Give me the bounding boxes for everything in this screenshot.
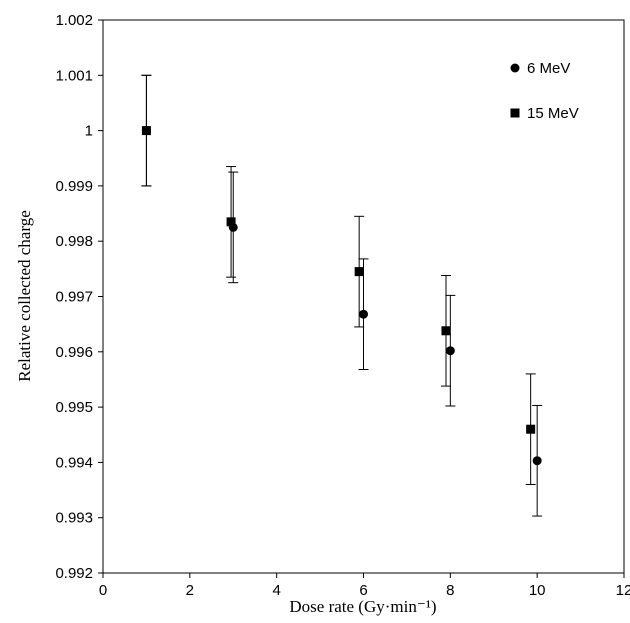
data-point-circle [445, 346, 455, 356]
x-tick-label: 10 [529, 582, 546, 599]
data-point-square [226, 217, 236, 227]
data-point-circle [532, 456, 542, 466]
x-tick-label: 4 [272, 582, 280, 599]
data-marks [141, 74, 543, 517]
y-tick-label: 0.994 [55, 454, 93, 471]
legend-label: 15 MeV [527, 105, 579, 122]
x-tick-label: 0 [99, 582, 107, 599]
x-tick-label: 8 [446, 582, 454, 599]
y-tick-label: 1.001 [55, 67, 93, 84]
data-point-square [354, 267, 364, 277]
x-tick-label: 2 [186, 582, 194, 599]
x-tick-label: 12 [616, 582, 630, 599]
y-tick-label: 0.993 [55, 510, 93, 527]
y-tick-label: 1.002 [55, 12, 93, 29]
legend: 6 MeV 15 MeV [510, 60, 579, 122]
legend-label: 6 MeV [527, 60, 570, 77]
y-tick-label: 1 [85, 123, 93, 140]
series-6-mev [141, 74, 543, 517]
series-15-mev [141, 74, 536, 486]
data-point-circle [359, 309, 368, 319]
legend-marker-square [510, 108, 520, 118]
x-tick-label: 6 [359, 582, 367, 599]
x-axis-title: Dose rate (Gy·min⁻¹) [289, 597, 436, 616]
data-point-square [141, 126, 151, 136]
y-tick-label: 0.998 [55, 233, 93, 250]
y-axis-title: Relative collected charge [15, 210, 34, 382]
axis-ticks: 0 2 4 6 8 10 12 0.992 0.993 0.994 0.995 0.996 0.997 0… [55, 12, 630, 599]
y-tick-label: 0.997 [55, 289, 93, 306]
y-tick-label: 0.996 [55, 344, 93, 361]
legend-marker-circle [510, 63, 520, 73]
y-tick-label: 0.995 [55, 399, 93, 416]
y-tick-label: 0.992 [55, 565, 93, 582]
data-point-square [526, 424, 536, 434]
data-point-square [441, 326, 451, 336]
y-tick-label: 0.999 [55, 178, 93, 195]
